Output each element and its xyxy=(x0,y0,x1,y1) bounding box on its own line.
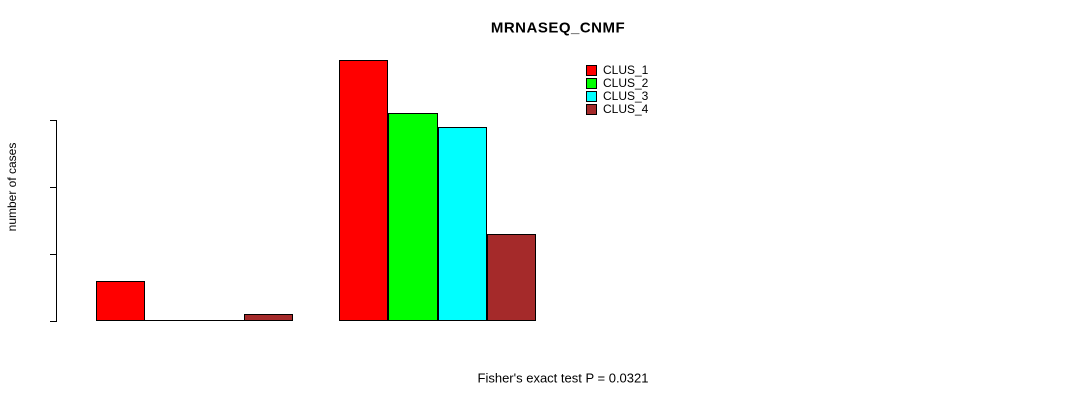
y-tick xyxy=(50,187,57,188)
legend: CLUS_1 CLUS_2 CLUS_3 CLUS_4 xyxy=(586,64,648,116)
legend-row-clus_4: CLUS_4 xyxy=(586,103,648,116)
legend-swatch-clus_4 xyxy=(586,104,597,115)
legend-swatch-clus_2 xyxy=(586,78,597,89)
bar-clus_2-group1-zero xyxy=(145,320,195,321)
bar-clus_4-group2 xyxy=(486,233,536,321)
legend-swatch-clus_1 xyxy=(586,65,597,76)
legend-label: CLUS_1 xyxy=(603,63,649,77)
legend-row-clus_2: CLUS_2 xyxy=(586,77,648,90)
y-tick xyxy=(50,120,57,121)
legend-label: CLUS_4 xyxy=(603,102,649,116)
legend-label: CLUS_2 xyxy=(603,76,649,90)
y-tick xyxy=(50,321,57,322)
y-axis-line xyxy=(56,120,57,322)
bar-clus_1-group2 xyxy=(339,59,389,321)
bar-clus_3-group2 xyxy=(437,126,487,321)
footer-note: Fisher's exact test P = 0.0321 xyxy=(477,370,649,386)
y-axis-label: number of cases xyxy=(5,142,19,232)
bar-clus_2-group2 xyxy=(388,113,438,321)
legend-row-clus_1: CLUS_1 xyxy=(586,64,648,77)
legend-label: CLUS_3 xyxy=(603,89,649,103)
legend-swatch-clus_3 xyxy=(586,91,597,102)
y-tick xyxy=(50,254,57,255)
legend-row-clus_3: CLUS_3 xyxy=(586,90,648,103)
chart-title: MRNASEQ_CNMF xyxy=(490,19,626,37)
bar-clus_4-group1 xyxy=(243,314,293,321)
bar-clus_3-group1-zero xyxy=(194,320,244,321)
bar-clus_1-group1 xyxy=(96,280,146,321)
